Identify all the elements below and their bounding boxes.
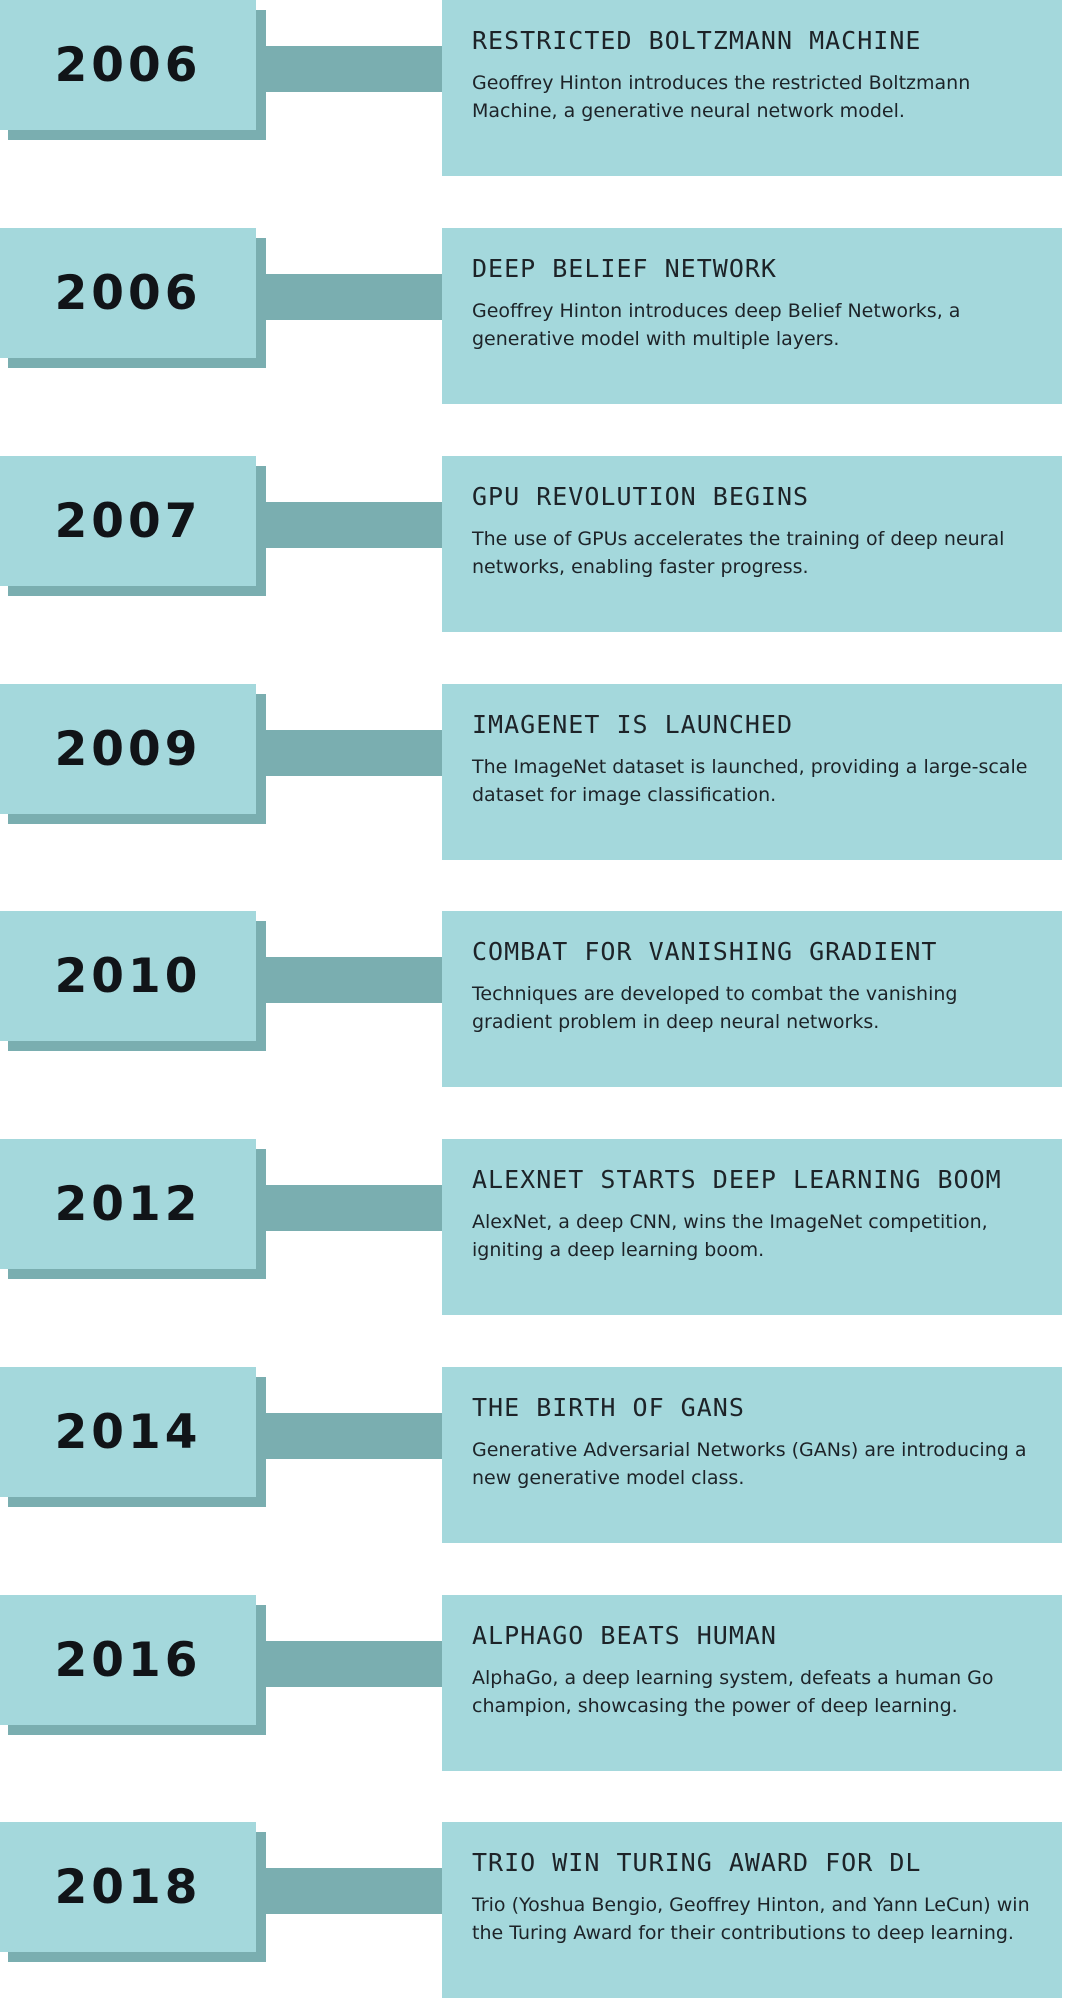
event-card: GPU REVOLUTION BEGINS The use of GPUs ac…: [442, 456, 1062, 632]
year-label: 2014: [54, 1404, 202, 1460]
event-description: The use of GPUs accelerates the training…: [472, 528, 1005, 578]
event-title: IMAGENET IS LAUNCHED: [472, 710, 794, 739]
event-card: IMAGENET IS LAUNCHED The ImageNet datase…: [442, 684, 1062, 860]
event-description: AlphaGo, a deep learning system, defeats…: [472, 1667, 994, 1717]
year-label: 2016: [54, 1632, 202, 1688]
event-title: RESTRICTED BOLTZMANN MACHINE: [472, 26, 922, 55]
event-description: Generative Adversarial Networks (GANs) a…: [472, 1439, 1027, 1489]
connector-bar: [256, 1641, 444, 1687]
timeline-row: 2007 GPU REVOLUTION BEGINS The use of GP…: [0, 456, 1066, 632]
event-card: ALEXNET STARTS DEEP LEARNING BOOM AlexNe…: [442, 1139, 1062, 1315]
connector-bar: [256, 730, 444, 776]
event-title: COMBAT FOR VANISHING GRADIENT: [472, 937, 938, 966]
year-box: 2009: [0, 684, 256, 814]
event-title: GPU REVOLUTION BEGINS: [472, 482, 810, 511]
event-description: Techniques are developed to combat the v…: [472, 983, 958, 1033]
event-card: ALPHAGO BEATS HUMAN AlphaGo, a deep lear…: [442, 1595, 1062, 1771]
year-label: 2018: [54, 1859, 202, 1915]
connector-bar: [256, 502, 444, 548]
year-label: 2006: [54, 265, 202, 321]
year-box: 2014: [0, 1367, 256, 1497]
year-box: 2012: [0, 1139, 256, 1269]
timeline-row: 2012 ALEXNET STARTS DEEP LEARNING BOOM A…: [0, 1139, 1066, 1315]
event-card: THE BIRTH OF GANS Generative Adversarial…: [442, 1367, 1062, 1543]
year-box: 2018: [0, 1822, 256, 1952]
event-card: COMBAT FOR VANISHING GRADIENT Techniques…: [442, 911, 1062, 1087]
event-description: The ImageNet dataset is launched, provid…: [472, 756, 1028, 806]
connector-bar: [256, 1413, 444, 1459]
year-label: 2007: [54, 493, 202, 549]
year-label: 2012: [54, 1176, 202, 1232]
connector-bar: [256, 274, 444, 320]
event-title: ALEXNET STARTS DEEP LEARNING BOOM: [472, 1165, 1002, 1194]
event-description: Geoffrey Hinton introduces deep Belief N…: [472, 300, 961, 350]
year-box: 2010: [0, 911, 256, 1041]
year-label: 2009: [54, 721, 202, 777]
year-label: 2010: [54, 948, 202, 1004]
timeline-row: 2016 ALPHAGO BEATS HUMAN AlphaGo, a deep…: [0, 1595, 1066, 1771]
event-description: Trio (Yoshua Bengio, Geoffrey Hinton, an…: [472, 1894, 1030, 1944]
event-title: ALPHAGO BEATS HUMAN: [472, 1621, 777, 1650]
event-title: TRIO WIN TURING AWARD FOR DL: [472, 1848, 922, 1877]
year-box: 2016: [0, 1595, 256, 1725]
event-description: AlexNet, a deep CNN, wins the ImageNet c…: [472, 1211, 988, 1261]
connector-bar: [256, 957, 444, 1003]
event-card: TRIO WIN TURING AWARD FOR DL Trio (Yoshu…: [442, 1822, 1062, 1998]
event-title: DEEP BELIEF NETWORK: [472, 254, 777, 283]
timeline-row: 2018 TRIO WIN TURING AWARD FOR DL Trio (…: [0, 1822, 1066, 1998]
timeline-row: 2014 THE BIRTH OF GANS Generative Advers…: [0, 1367, 1066, 1543]
timeline-row: 2006 RESTRICTED BOLTZMANN MACHINE Geoffr…: [0, 0, 1066, 176]
connector-bar: [256, 46, 444, 92]
connector-bar: [256, 1185, 444, 1231]
timeline-row: 2010 COMBAT FOR VANISHING GRADIENT Techn…: [0, 911, 1066, 1087]
event-title: THE BIRTH OF GANS: [472, 1393, 745, 1422]
year-box: 2006: [0, 228, 256, 358]
event-card: DEEP BELIEF NETWORK Geoffrey Hinton intr…: [442, 228, 1062, 404]
connector-bar: [256, 1868, 444, 1914]
year-box: 2007: [0, 456, 256, 586]
timeline-row: 2006 DEEP BELIEF NETWORK Geoffrey Hinton…: [0, 228, 1066, 404]
year-label: 2006: [54, 37, 202, 93]
timeline-row: 2009 IMAGENET IS LAUNCHED The ImageNet d…: [0, 684, 1066, 860]
year-box: 2006: [0, 0, 256, 130]
event-card: RESTRICTED BOLTZMANN MACHINE Geoffrey Hi…: [442, 0, 1062, 176]
event-description: Geoffrey Hinton introduces the restricte…: [472, 72, 971, 122]
